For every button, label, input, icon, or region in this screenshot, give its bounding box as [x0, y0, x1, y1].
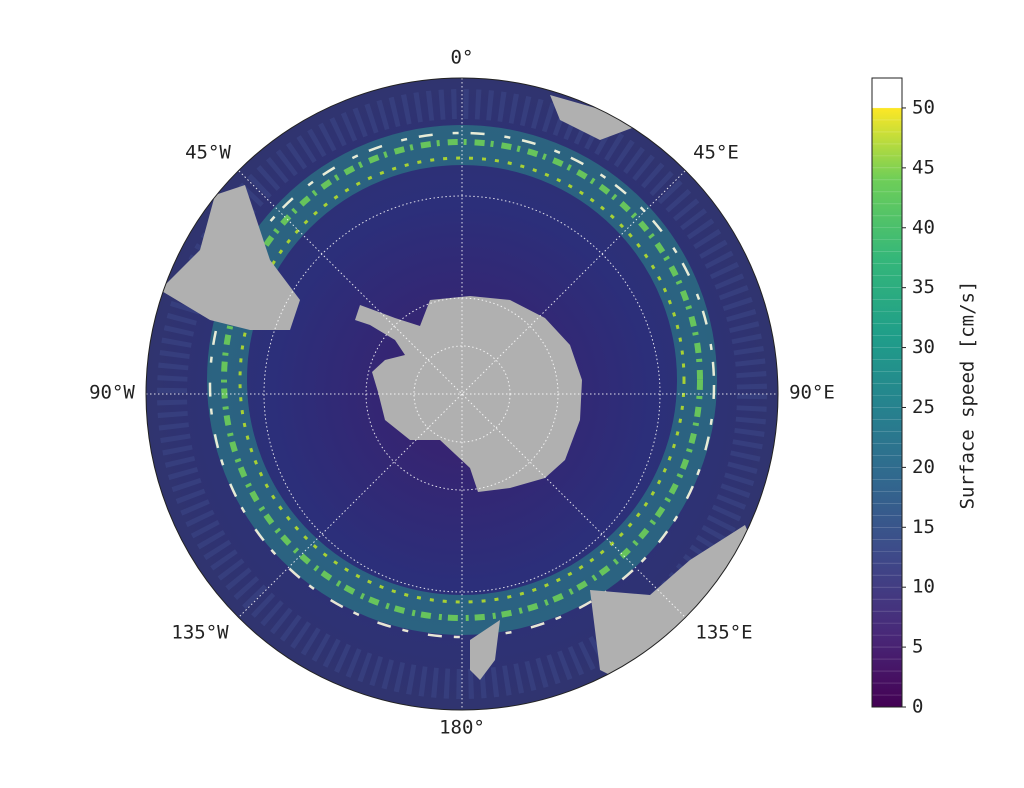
- longitude-label: 90°W: [89, 382, 135, 404]
- colorbar-tick-label: 50: [912, 96, 935, 118]
- graticule: [146, 78, 778, 710]
- colorbar-tick-label: 25: [912, 396, 935, 418]
- longitude-label: 90°E: [789, 382, 835, 404]
- colorbar-tick-label: 15: [912, 516, 935, 538]
- longitude-label: 180°: [439, 717, 485, 739]
- grid-meridian: [238, 170, 686, 618]
- longitude-label: 45°E: [693, 142, 739, 164]
- colorbar-tick-label: 40: [912, 216, 935, 238]
- grid-meridian: [238, 170, 686, 618]
- colorbar-tick-label: 5: [912, 636, 923, 658]
- longitude-label: 0°: [451, 47, 474, 69]
- map-disc: [146, 78, 778, 710]
- colorbar-tick-label: 0: [912, 696, 923, 718]
- current-front: [208, 131, 716, 639]
- colorbar-extension: [872, 78, 902, 108]
- colorbar: Surface speed [cm/s] 0 5 10 15 20 25 30 35 40 45 5…: [871, 77, 979, 718]
- colorbar-gradient: [872, 107, 902, 707]
- colorbar-tick-label: 45: [912, 156, 935, 178]
- colorbar-tick-label: 35: [912, 276, 935, 298]
- longitude-label: 135°E: [695, 622, 752, 644]
- longitude-label: 135°W: [171, 622, 229, 644]
- map-frame: [145, 77, 779, 711]
- colorbar-frame: [871, 77, 903, 708]
- current-front: [238, 156, 686, 604]
- current-front: [221, 139, 703, 621]
- colorbar-tick-label: 30: [912, 336, 935, 358]
- eddy-field: [157, 89, 767, 699]
- africa: [550, 95, 640, 140]
- grid-circle: [263, 195, 661, 593]
- colorbar-tick-label: 20: [912, 456, 935, 478]
- antarctica: [355, 296, 582, 492]
- longitude-label: 45°W: [185, 142, 231, 164]
- colorbar-tick-label: 10: [912, 576, 935, 598]
- longitude-labels: 0° 45°E 90°E 135°E 180° 135°W 90°W 45°W: [89, 47, 835, 739]
- colorbar-label: Surface speed [cm/s]: [957, 281, 979, 510]
- south-america: [160, 185, 300, 330]
- new-zealand: [470, 620, 500, 680]
